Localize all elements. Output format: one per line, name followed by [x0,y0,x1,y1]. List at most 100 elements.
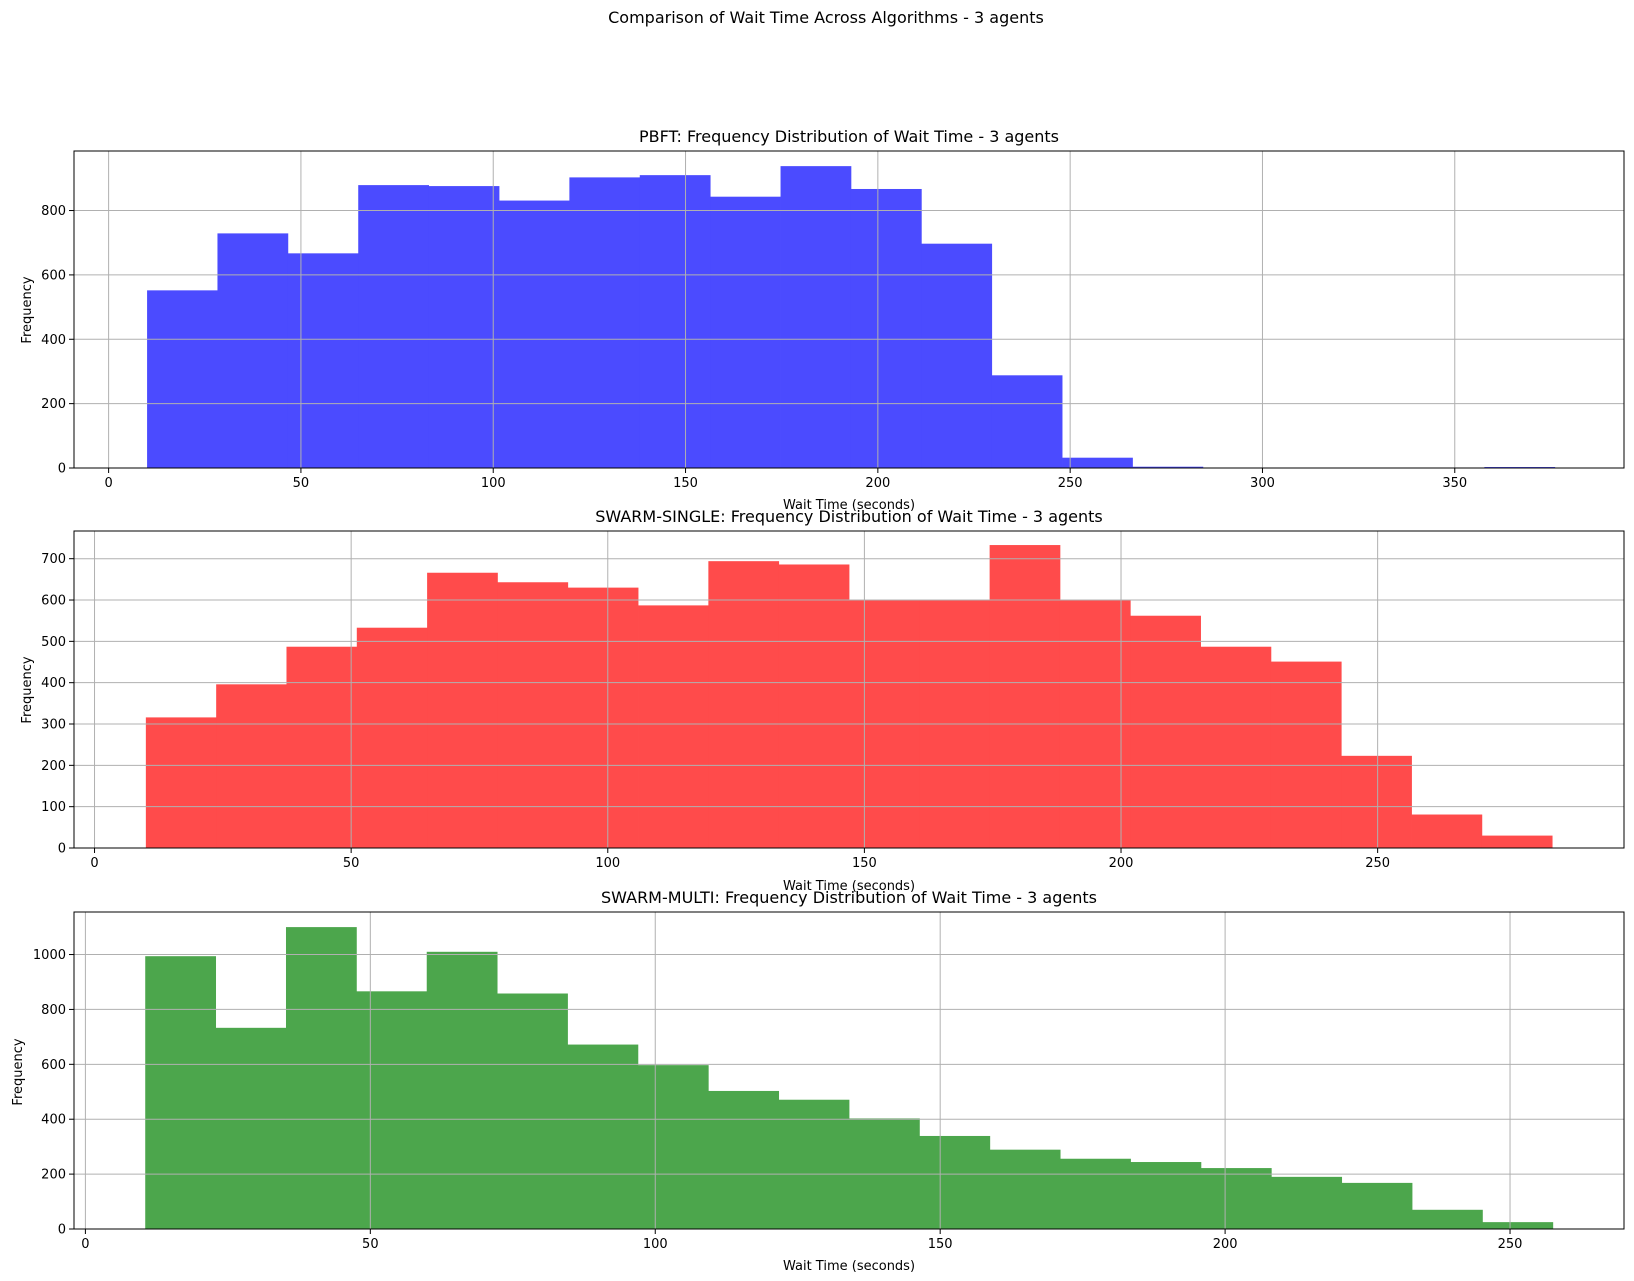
swarm-single-bar [1270,661,1342,848]
swarm-single-bar [778,564,850,848]
swarm-multi-xtick-label: 150 [928,1237,953,1252]
swarm-multi-title: SWARM-MULTI: Frequency Distribution of W… [601,888,1097,907]
swarm-single-ytick-label: 300 [41,718,66,733]
swarm-single-ylabel: Frequency [20,656,35,723]
swarm-multi-ytick-label: 400 [41,1113,66,1128]
swarm-single-ytick-label: 500 [41,635,66,650]
swarm-multi-xtick-label: 100 [643,1237,668,1252]
pbft-ytick-label: 600 [41,268,66,283]
pbft-bar [780,166,852,468]
swarm-multi-bar [285,927,357,1229]
pbft-bar [991,375,1063,468]
pbft-bar [428,186,500,468]
pbft-histogram: PBFT: Frequency Distribution of Wait Tim… [20,127,1625,513]
pbft-bar [1132,466,1204,468]
swarm-multi-ytick-label: 600 [41,1058,66,1073]
pbft-bar [1062,457,1133,468]
swarm-multi-bar [1482,1222,1554,1229]
swarm-single-bar [216,684,287,848]
swarm-single-xtick-label: 0 [90,856,98,871]
swarm-multi-bar [567,1044,639,1229]
pbft-bar [569,177,641,468]
pbft-ytick-label: 800 [41,204,66,219]
pbft-xtick-label: 50 [293,476,310,491]
swarm-multi-ytick-label: 200 [41,1168,66,1183]
swarm-single-title: SWARM-SINGLE: Frequency Distribution of … [595,507,1103,526]
swarm-multi-bar [989,1149,1061,1229]
swarm-multi-ytick-label: 800 [41,1003,66,1018]
swarm-single-xtick-label: 50 [343,856,360,871]
swarm-multi-ytick-label: 1000 [33,948,66,963]
swarm-single-bar [1481,835,1553,848]
swarm-single-xlabel: Wait Time (seconds) [783,879,915,894]
swarm-multi-bar [426,951,498,1229]
swarm-multi-bar [497,993,568,1229]
pbft-title: PBFT: Frequency Distribution of Wait Tim… [639,127,1059,146]
swarm-single-bar [286,646,358,848]
swarm-multi-bar [1341,1182,1413,1229]
swarm-single-histogram: SWARM-SINGLE: Frequency Distribution of … [20,507,1625,894]
swarm-single-bar [1411,814,1483,848]
swarm-single-xtick-label: 250 [1365,856,1390,871]
swarm-multi-ylabel: Frequency [11,1038,26,1105]
pbft-bar [710,196,781,468]
swarm-single-bar [497,582,569,848]
swarm-single-axes-frame [73,530,1625,849]
swarm-single-xtick-label: 200 [1109,856,1134,871]
pbft-bar [850,188,922,469]
swarm-single-xtick-label: 150 [852,856,877,871]
swarm-single-xtick-label: 100 [595,856,620,871]
swarm-multi-axes-frame [73,911,1625,1230]
pbft-ylabel: Frequency [20,276,35,343]
pbft-xlabel: Wait Time (seconds) [783,498,915,513]
swarm-multi-bar [1130,1162,1202,1229]
swarm-multi-xtick-label: 0 [81,1237,89,1252]
swarm-multi-bar [919,1135,991,1229]
pbft-xtick-label: 0 [104,476,112,491]
swarm-single-ytick-label: 100 [41,800,66,815]
swarm-multi-bar [215,1027,287,1229]
pbft-bar [358,185,430,469]
swarm-multi-bar [1060,1158,1131,1229]
swarm-single-bar [1341,755,1412,848]
swarm-multi-histogram: SWARM-MULTI: Frequency Distribution of W… [11,888,1625,1274]
swarm-single-bar [1130,615,1201,848]
pbft-xtick-label: 100 [481,476,506,491]
swarm-multi-bar [1200,1168,1272,1229]
swarm-single-bar [427,572,498,848]
pbft-xtick-label: 300 [1250,476,1275,491]
pbft-xtick-label: 200 [865,476,890,491]
swarm-single-bar [356,627,428,848]
pbft-bar [287,253,359,468]
swarm-single-bar [708,561,780,848]
swarm-multi-bar [1271,1176,1343,1229]
pbft-bar [921,243,993,468]
swarm-single-bar [638,605,709,848]
swarm-multi-bar [145,956,217,1229]
figure-suptitle: Comparison of Wait Time Across Algorithm… [608,8,1044,27]
pbft-ytick-label: 200 [41,397,66,412]
swarm-multi-bar [778,1099,850,1229]
swarm-multi-ytick-label: 0 [58,1223,66,1238]
pbft-axes-frame [73,150,1625,469]
swarm-multi-bar [356,991,428,1229]
pbft-xtick-label: 250 [1058,476,1083,491]
swarm-multi-bar [637,1065,709,1229]
pbft-ytick-label: 0 [58,462,66,477]
pbft-bar [217,233,289,468]
swarm-single-bar [989,545,1061,848]
swarm-single-ytick-label: 0 [58,842,66,857]
swarm-multi-bar [1412,1209,1483,1229]
pbft-xtick-label: 350 [1442,476,1467,491]
pbft-bar [499,200,570,468]
swarm-single-ytick-label: 400 [41,676,66,691]
swarm-single-bar [567,587,639,848]
pbft-ytick-label: 400 [41,333,66,348]
pbft-bar [639,175,711,468]
swarm-multi-xtick-label: 50 [362,1237,379,1252]
swarm-single-bar [1200,646,1272,848]
swarm-multi-bar [708,1090,780,1229]
swarm-single-ytick-label: 600 [41,594,66,609]
pbft-xtick-label: 150 [673,476,698,491]
swarm-multi-xtick-label: 200 [1213,1237,1238,1252]
